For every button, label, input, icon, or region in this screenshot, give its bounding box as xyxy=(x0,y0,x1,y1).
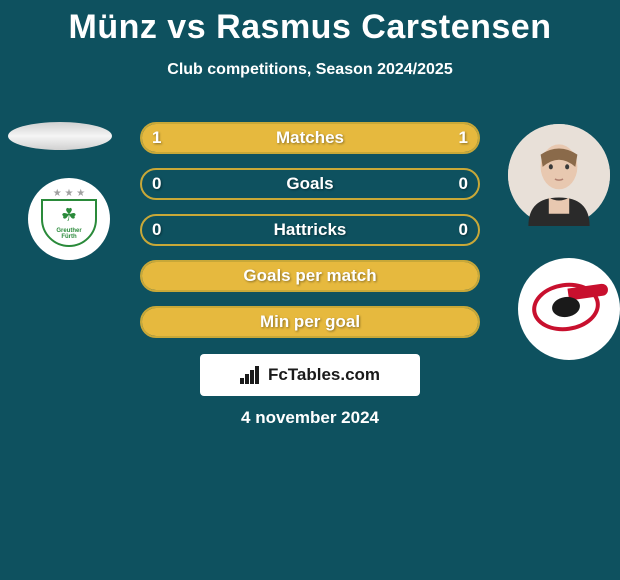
greuther-furth-icon: ★ ★ ★ ☘ GreutherFürth xyxy=(38,188,100,250)
stat-label: Matches xyxy=(276,128,344,148)
stat-value-left: 1 xyxy=(152,128,161,148)
stat-bar: Min per goal xyxy=(140,306,480,338)
stat-label: Hattricks xyxy=(274,220,347,240)
stat-bar: Goals per match xyxy=(140,260,480,292)
stat-value-left: 0 xyxy=(152,220,161,240)
player-right-avatar xyxy=(508,124,610,226)
brand-box: FcTables.com xyxy=(200,354,420,396)
brand-text: FcTables.com xyxy=(268,365,380,385)
subtitle: Club competitions, Season 2024/2025 xyxy=(0,61,620,79)
club-right-logo xyxy=(518,258,620,360)
stat-bar: 1 Matches 1 xyxy=(140,122,480,154)
stat-bar: 0 Goals 0 xyxy=(140,168,480,200)
player-left-avatar xyxy=(8,122,112,150)
hurricanes-icon xyxy=(532,283,606,335)
date-text: 4 november 2024 xyxy=(0,408,620,428)
stat-label: Goals per match xyxy=(243,266,376,286)
stat-value-right: 0 xyxy=(459,220,468,240)
club-left-logo: ★ ★ ★ ☘ GreutherFürth xyxy=(28,178,110,260)
stat-label: Min per goal xyxy=(260,312,360,332)
stat-bar: 0 Hattricks 0 xyxy=(140,214,480,246)
stat-value-left: 0 xyxy=(152,174,161,194)
stats-container: 1 Matches 1 0 Goals 0 0 Hattricks 0 Goals per mat… xyxy=(140,122,480,352)
stat-label: Goals xyxy=(286,174,333,194)
stat-value-right: 0 xyxy=(459,174,468,194)
stat-value-right: 1 xyxy=(459,128,468,148)
page-title: Münz vs Rasmus Carstensen xyxy=(0,0,620,47)
barchart-icon xyxy=(240,366,262,384)
